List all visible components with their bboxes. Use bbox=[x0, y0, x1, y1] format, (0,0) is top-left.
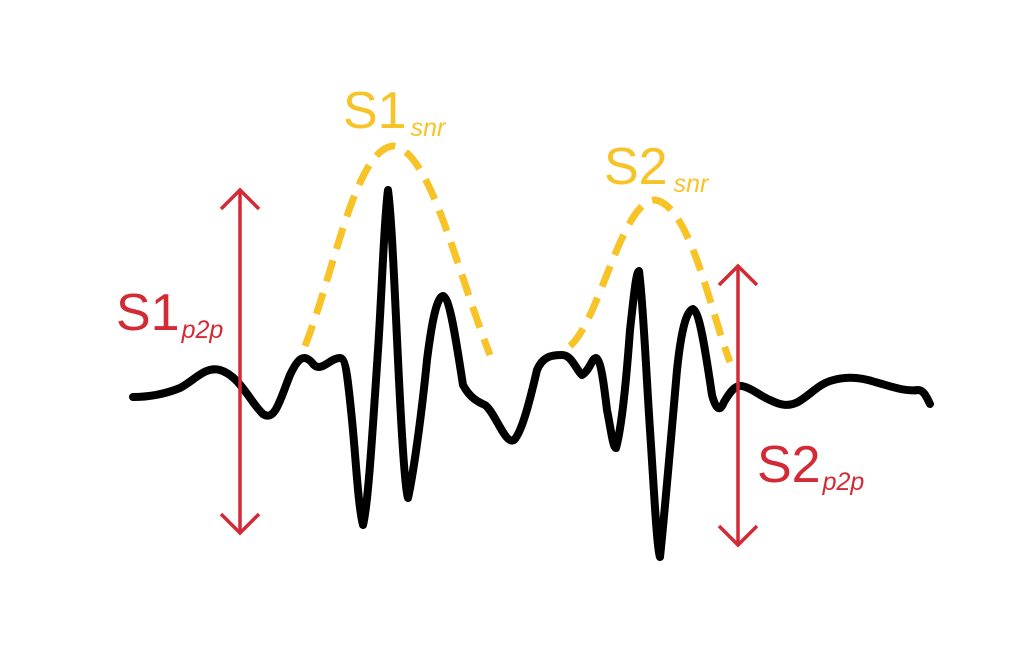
s1-p2p-arrow bbox=[219, 187, 261, 536]
s1-snr-label-main: S1 bbox=[343, 82, 407, 140]
s1-p2p-label-main: S1 bbox=[116, 284, 180, 342]
s1-p2p-label: S1p2p bbox=[116, 284, 223, 344]
s2-snr-envelope bbox=[567, 196, 734, 364]
s2-p2p-label-sub: p2p bbox=[822, 468, 865, 496]
s2-snr-label: S2 snr bbox=[604, 138, 710, 198]
s1-snr-label: S1 snr bbox=[343, 82, 447, 142]
s2-p2p-arrow bbox=[717, 263, 759, 548]
s2-p2p-label-main: S2 bbox=[757, 436, 821, 494]
s1-p2p-label-sub: p2p bbox=[181, 316, 224, 344]
s2-snr-label-main: S2 bbox=[604, 138, 668, 196]
signal-waveform bbox=[129, 186, 934, 561]
s2-snr-label-sub: snr bbox=[674, 170, 710, 198]
s2-p2p-label: S2p2p bbox=[757, 436, 864, 496]
s1-snr-envelope bbox=[301, 142, 494, 357]
s1-snr-label-sub: snr bbox=[411, 114, 447, 142]
